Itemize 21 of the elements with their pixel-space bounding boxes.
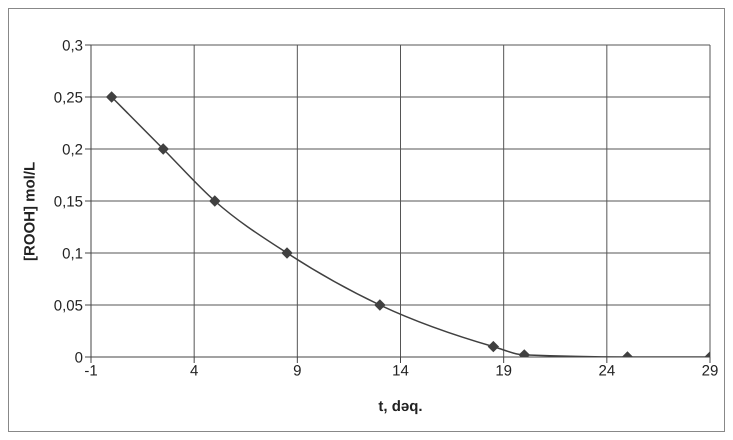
x-tick-label: 9 bbox=[293, 362, 302, 380]
point bbox=[106, 92, 118, 102]
point bbox=[158, 144, 169, 154]
y-tick-label: 0,3 bbox=[62, 37, 83, 54]
x-tick-label: 24 bbox=[598, 362, 616, 380]
point bbox=[374, 300, 386, 310]
x-tick-label: -1 bbox=[84, 362, 98, 380]
x-tick-label: 19 bbox=[495, 362, 512, 380]
y-tick-label: 0,05 bbox=[54, 297, 83, 314]
x-tick-label: 14 bbox=[392, 362, 409, 380]
y-tick-label: 0,1 bbox=[62, 245, 83, 262]
y-axis-title: [ROOH] mol/L bbox=[21, 162, 38, 261]
y-tick-label: 0,25 bbox=[54, 89, 83, 106]
point bbox=[282, 248, 293, 258]
y-tick-label: 0,2 bbox=[62, 141, 83, 158]
x-tick-label: 4 bbox=[190, 362, 198, 380]
x-axis-title: t, dəq. bbox=[378, 398, 423, 415]
y-tick-label: 0 bbox=[74, 349, 83, 366]
x-tick-label: 29 bbox=[702, 362, 718, 380]
y-tick-label: 0,15 bbox=[54, 193, 83, 210]
point bbox=[209, 196, 220, 206]
